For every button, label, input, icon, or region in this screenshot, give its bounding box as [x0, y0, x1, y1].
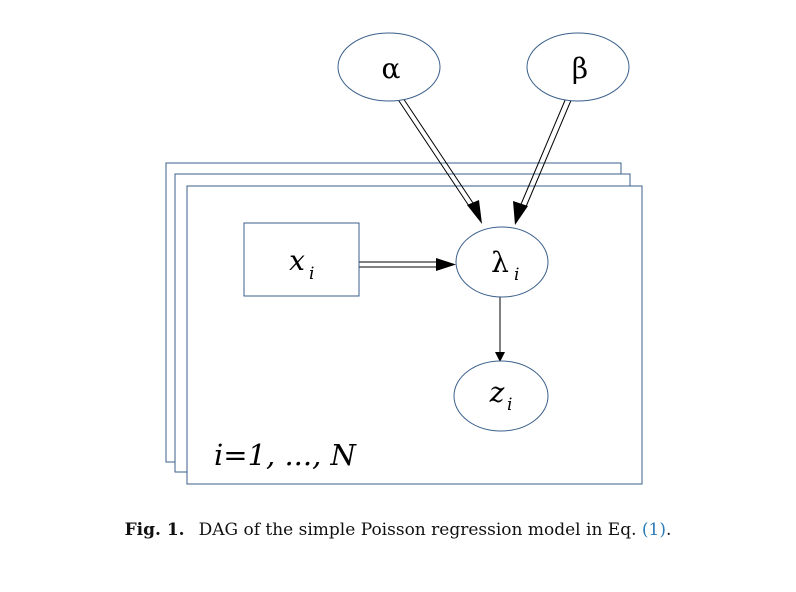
node-z-label: z [489, 376, 505, 409]
node-alpha-label: α [382, 52, 401, 85]
node-lambda-label: λ [491, 246, 509, 279]
caption-equation-ref[interactable]: (1) [641, 520, 667, 540]
node-alpha: α [337, 32, 441, 102]
node-lambda: λ i [455, 226, 549, 298]
node-x-label: x [289, 244, 305, 277]
node-lambda-subscript: i [514, 265, 519, 285]
caption-fig-label: Fig. 1. [124, 520, 185, 540]
edge-beta-lambda [513, 97, 573, 225]
poisson-dag: α β λ i x i z i i=1, ..., N [165, 32, 643, 485]
edge-alpha-lambda [396, 97, 482, 224]
node-beta: β [526, 32, 630, 102]
node-beta-label: β [572, 52, 588, 85]
plate-stack [165, 162, 643, 485]
caption-end: . [666, 520, 672, 540]
node-z: z i [453, 360, 549, 432]
node-z-subscript: i [507, 395, 512, 415]
figure-caption: Fig. 1. DAG of the simple Poisson regress… [0, 520, 796, 540]
plate-label: i=1, ..., N [214, 438, 358, 472]
node-x-subscript: i [309, 264, 314, 284]
edge-x-lambda [359, 258, 456, 271]
node-x: x i [243, 222, 360, 297]
caption-text: DAG of the simple Poisson regression mod… [198, 520, 642, 540]
